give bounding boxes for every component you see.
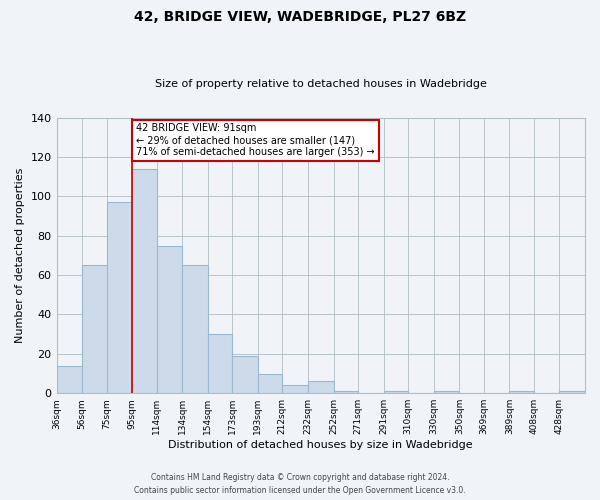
Bar xyxy=(182,265,208,393)
Bar xyxy=(559,391,585,393)
Bar xyxy=(107,202,132,393)
Text: 42 BRIDGE VIEW: 91sqm
← 29% of detached houses are smaller (147)
71% of semi-det: 42 BRIDGE VIEW: 91sqm ← 29% of detached … xyxy=(136,124,374,156)
X-axis label: Distribution of detached houses by size in Wadebridge: Distribution of detached houses by size … xyxy=(169,440,473,450)
Bar xyxy=(208,334,232,393)
Bar xyxy=(157,246,182,393)
Text: 42, BRIDGE VIEW, WADEBRIDGE, PL27 6BZ: 42, BRIDGE VIEW, WADEBRIDGE, PL27 6BZ xyxy=(134,10,466,24)
Bar xyxy=(56,366,82,393)
Bar xyxy=(258,374,282,393)
Bar xyxy=(232,356,258,393)
Bar xyxy=(308,382,334,393)
Y-axis label: Number of detached properties: Number of detached properties xyxy=(15,168,25,343)
Text: Contains HM Land Registry data © Crown copyright and database right 2024.
Contai: Contains HM Land Registry data © Crown c… xyxy=(134,474,466,495)
Bar xyxy=(383,391,408,393)
Bar xyxy=(282,386,308,393)
Bar xyxy=(434,391,459,393)
Title: Size of property relative to detached houses in Wadebridge: Size of property relative to detached ho… xyxy=(155,79,487,89)
Bar xyxy=(82,265,107,393)
Bar xyxy=(132,168,157,393)
Bar xyxy=(334,391,358,393)
Bar xyxy=(509,391,533,393)
